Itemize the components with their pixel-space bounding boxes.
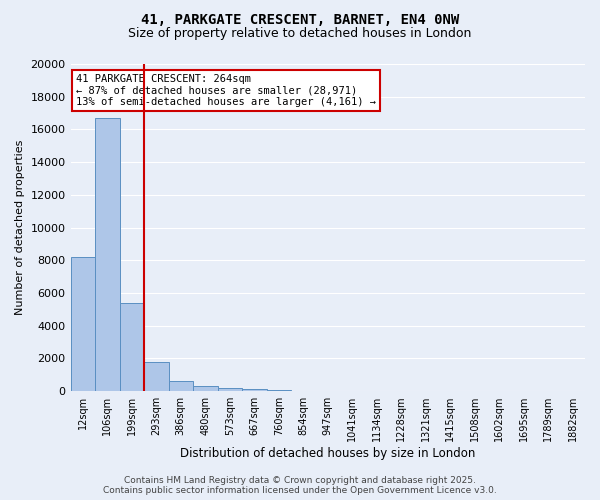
Bar <box>119 303 144 391</box>
Text: Contains HM Land Registry data © Crown copyright and database right 2025.
Contai: Contains HM Land Registry data © Crown c… <box>103 476 497 495</box>
Bar <box>242 390 266 391</box>
Bar <box>95 118 119 391</box>
Bar <box>144 362 169 391</box>
Bar <box>266 390 291 391</box>
Bar <box>193 386 218 391</box>
Bar <box>218 388 242 391</box>
Text: 41 PARKGATE CRESCENT: 264sqm
← 87% of detached houses are smaller (28,971)
13% o: 41 PARKGATE CRESCENT: 264sqm ← 87% of de… <box>76 74 376 107</box>
Bar <box>71 257 95 391</box>
X-axis label: Distribution of detached houses by size in London: Distribution of detached houses by size … <box>180 447 475 460</box>
Y-axis label: Number of detached properties: Number of detached properties <box>15 140 25 315</box>
Text: 41, PARKGATE CRESCENT, BARNET, EN4 0NW: 41, PARKGATE CRESCENT, BARNET, EN4 0NW <box>141 12 459 26</box>
Text: Size of property relative to detached houses in London: Size of property relative to detached ho… <box>128 28 472 40</box>
Bar <box>169 382 193 391</box>
